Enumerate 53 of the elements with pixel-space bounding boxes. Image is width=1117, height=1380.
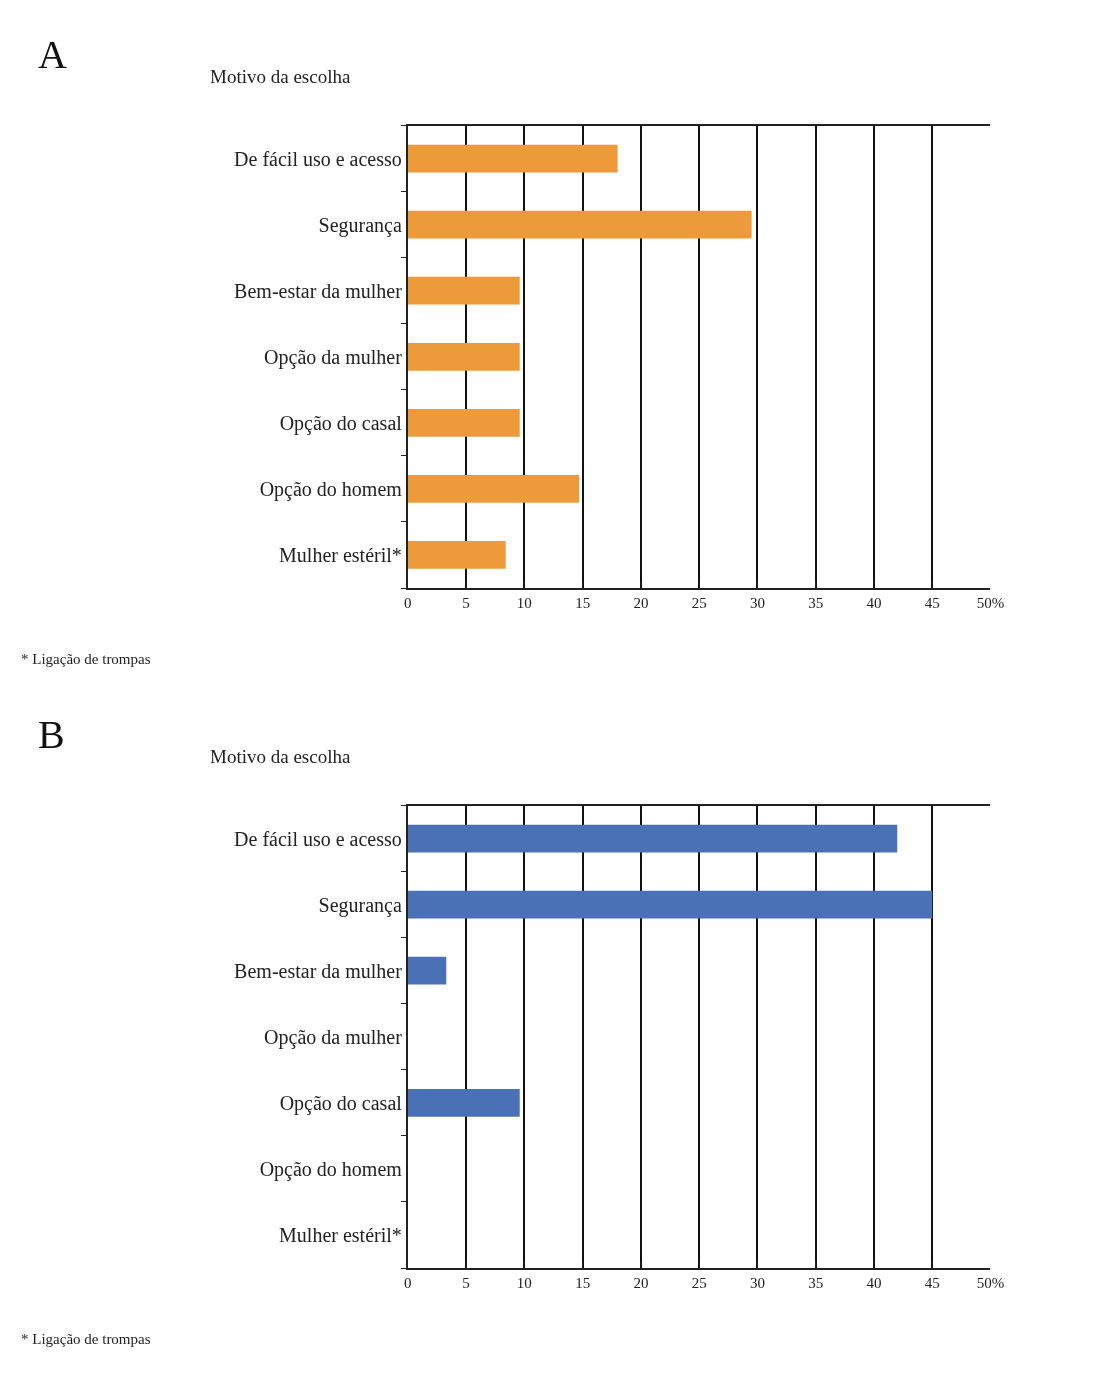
y-tick-label: Opção do casal: [279, 411, 403, 435]
y-tick-label: Mulher estéril*: [279, 1223, 402, 1246]
x-tick-label: 30: [749, 595, 765, 611]
y-tick-label: De fácil uso e acesso: [234, 827, 402, 850]
x-tick-label: 40: [866, 595, 882, 611]
x-tick-label: 25: [691, 1275, 707, 1291]
y-tick-label: Opção do homem: [259, 1157, 403, 1181]
y-axis-title: Motivo da escolha: [210, 66, 351, 87]
bar: [407, 1088, 520, 1117]
x-tick-label: 50%: [976, 595, 1005, 611]
x-tick-label: 35: [808, 595, 824, 611]
y-tick-label: Opção da mulher: [264, 1025, 403, 1049]
y-tick-label: Mulher estéril*: [279, 543, 402, 566]
x-tick-label: 30: [749, 1275, 765, 1291]
text: B: [38, 712, 65, 757]
bar: [407, 210, 752, 239]
bar: [407, 475, 580, 503]
y-tick-label: Opção da mulher: [264, 345, 403, 369]
bar: [407, 342, 520, 371]
x-tick-label: 45: [924, 1275, 940, 1291]
x-tick-label: 5: [462, 595, 470, 611]
y-tick-label: De fácil uso e acesso: [234, 147, 402, 170]
x-tick-label: 40: [866, 1275, 882, 1291]
x-tick-label: 25: [691, 595, 707, 611]
x-tick-label: 35: [808, 1275, 824, 1291]
bar: [407, 824, 898, 853]
bar: [407, 541, 506, 569]
x-tick-label: 50%: [976, 1275, 1005, 1291]
bar: [407, 890, 933, 919]
bar: [407, 144, 618, 173]
y-tick-label: Opção do homem: [259, 477, 403, 501]
x-tick-label: 20: [633, 595, 649, 611]
x-tick-label: 15: [575, 1275, 591, 1291]
x-tick-label: 0: [404, 595, 412, 611]
x-tick-label: 20: [633, 1275, 649, 1291]
y-tick-label: Segurança: [318, 893, 402, 917]
x-tick-label: 10: [516, 1275, 532, 1291]
bar: [407, 956, 447, 985]
text: * Ligação de trompas: [21, 1331, 151, 1347]
y-tick-label: Segurança: [318, 213, 402, 237]
bar: [407, 408, 520, 437]
y-axis-title: Motivo da escolha: [210, 746, 351, 767]
x-tick-label: 45: [924, 595, 940, 611]
y-tick-label: Opção do casal: [279, 1091, 403, 1115]
text: * Ligação de trompas: [21, 651, 151, 667]
x-tick-label: 15: [575, 595, 591, 611]
y-tick-label: Bem-estar da mulher: [234, 959, 403, 982]
bar: [407, 276, 520, 305]
x-tick-label: 0: [404, 1275, 412, 1291]
x-tick-label: 10: [516, 595, 532, 611]
y-tick-label: Bem-estar da mulher: [234, 279, 403, 302]
text: A: [38, 32, 67, 77]
x-tick-label: 5: [462, 1275, 470, 1291]
